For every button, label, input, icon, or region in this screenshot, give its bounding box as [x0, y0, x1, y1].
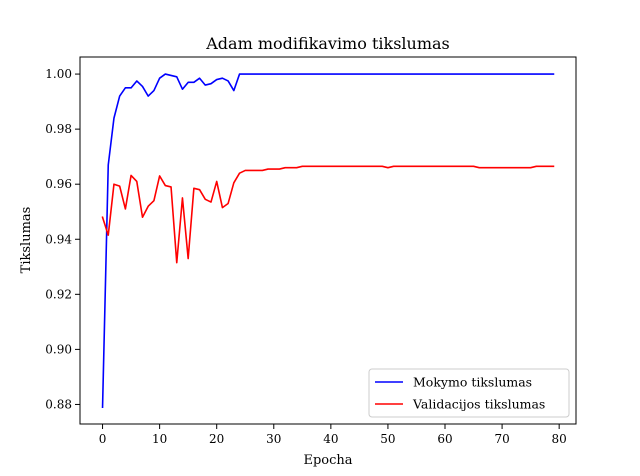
legend: Mokymo tikslumas Validacijos tikslumas: [368, 368, 570, 418]
legend-box: [368, 368, 570, 418]
x-tick-label: 20: [209, 432, 224, 446]
y-tick-label: 0.98: [45, 122, 72, 136]
x-tick-label: 80: [552, 432, 567, 446]
y-tick-label: 1.00: [45, 67, 72, 81]
x-axis-label: Epocha: [303, 453, 352, 468]
series-line-1: [101, 165, 555, 264]
legend-label-mokymo: Mokymo tikslumas: [413, 375, 532, 390]
x-tick-label: 60: [437, 432, 452, 446]
series-line-0: [101, 73, 555, 409]
plot-frame: [79, 56, 577, 425]
x-tick-label: 0: [99, 432, 107, 446]
series-layer: [101, 73, 555, 409]
y-tick-label: 0.88: [45, 397, 72, 411]
x-tick-label: 30: [266, 432, 281, 446]
y-axis-label: Tikslumas: [19, 207, 34, 274]
y-tick-label: 0.94: [45, 232, 72, 246]
x-tick-label: 70: [494, 432, 509, 446]
chart-title: Adam modifikavimo tikslumas: [205, 34, 450, 53]
y-tick-label: 0.90: [45, 342, 72, 356]
ticks-layer: 0 10 20 30 40 50 60 70 80 0.88 0.90 0.92 0.94 0.96 0.9…: [45, 67, 567, 446]
legend-label-validacijos: Validacijos tikslumas: [412, 397, 545, 412]
x-tick-label: 50: [380, 432, 395, 446]
y-tick-label: 0.92: [45, 287, 72, 301]
y-tick-label: 0.96: [45, 177, 72, 191]
x-tick-label: 10: [152, 432, 167, 446]
x-tick-label: 40: [323, 432, 338, 446]
